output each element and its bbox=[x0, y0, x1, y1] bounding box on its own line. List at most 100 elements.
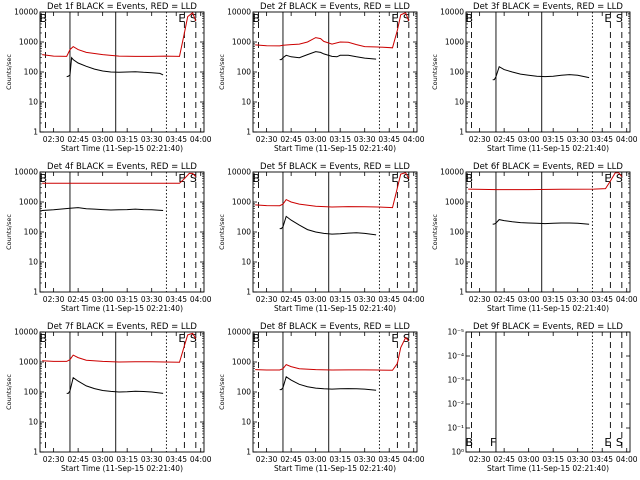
marker-label: S bbox=[616, 172, 623, 185]
x-tick-label: 04:00 bbox=[403, 135, 425, 144]
x-tick-label: 03:00 bbox=[92, 295, 114, 304]
marker-label: E bbox=[391, 12, 398, 25]
y-axis-label: Counts/sec bbox=[218, 374, 226, 410]
x-tick-label: 03:30 bbox=[354, 455, 376, 464]
x-axis-label: Start Time (11-Sep-15 02:21:40) bbox=[274, 304, 396, 313]
y-tick-label: 10⁰ bbox=[451, 448, 464, 457]
chart-title: Det 3f BLACK = Events, RED = LLD bbox=[473, 2, 623, 12]
x-tick-label: 03:15 bbox=[116, 455, 138, 464]
x-tick-label: 03:45 bbox=[378, 295, 400, 304]
x-tick-label: 03:15 bbox=[116, 135, 138, 144]
marker-label: B bbox=[39, 332, 47, 345]
chart-title: Det 7f BLACK = Events, RED = LLD bbox=[47, 322, 197, 332]
y-tick-label: 10⁻⁴ bbox=[447, 352, 464, 361]
x-tick-label: 02:45 bbox=[280, 295, 302, 304]
y-axis-label: Counts/sec bbox=[218, 214, 226, 250]
x-tick-label: 02:30 bbox=[256, 135, 278, 144]
x-tick-label: 02:30 bbox=[43, 295, 65, 304]
plot-frame bbox=[39, 11, 205, 133]
marker-label: E bbox=[604, 12, 611, 25]
y-tick-label: 100 bbox=[237, 228, 252, 237]
y-axis-label: Counts/sec bbox=[431, 214, 439, 250]
series-line-events bbox=[66, 376, 164, 394]
x-tick-label: 03:45 bbox=[165, 295, 187, 304]
x-tick-label: 02:45 bbox=[493, 295, 515, 304]
x-tick-label: 03:15 bbox=[116, 295, 138, 304]
series-line-events bbox=[492, 65, 590, 81]
y-tick-label: 100 bbox=[237, 388, 252, 397]
x-tick-label: 03:00 bbox=[92, 135, 114, 144]
x-tick-label: 03:15 bbox=[542, 295, 564, 304]
marker-label: E bbox=[391, 172, 398, 185]
chart-title: Det 2f BLACK = Events, RED = LLD bbox=[260, 2, 410, 12]
chart-title: Det 1f BLACK = Events, RED = LLD bbox=[47, 2, 197, 12]
x-tick-label: 03:30 bbox=[354, 295, 376, 304]
y-tick-label: 10 bbox=[28, 418, 38, 427]
x-tick-label: 03:15 bbox=[329, 455, 351, 464]
x-tick-label: 03:45 bbox=[591, 295, 613, 304]
chart-panel-4: Det 4f BLACK = Events, RED = LLD 1 10 100 10… bbox=[5, 162, 212, 313]
y-tick-label: 1000 bbox=[19, 38, 38, 47]
x-tick-label: 04:00 bbox=[190, 455, 212, 464]
plot-frame bbox=[465, 331, 631, 453]
x-tick-label: 04:00 bbox=[616, 295, 638, 304]
x-tick-label: 02:30 bbox=[469, 295, 491, 304]
x-axis-label: Start Time (11-Sep-15 02:21:40) bbox=[487, 144, 609, 153]
x-tick-label: 03:45 bbox=[165, 135, 187, 144]
y-tick-label: 1000 bbox=[232, 358, 251, 367]
marker-label: B bbox=[465, 436, 473, 449]
marker-label: B bbox=[39, 172, 47, 185]
y-tick-label: 100 bbox=[24, 228, 39, 237]
y-tick-label: 1 bbox=[246, 288, 251, 297]
x-tick-label: 04:00 bbox=[616, 135, 638, 144]
y-tick-label: 1000 bbox=[232, 198, 251, 207]
x-tick-label: 03:30 bbox=[354, 135, 376, 144]
series-line-lld bbox=[255, 336, 410, 371]
y-tick-label: 10⁻¹ bbox=[447, 424, 464, 433]
series-line-lld bbox=[255, 172, 410, 209]
x-axis-label: Start Time (11-Sep-15 02:21:40) bbox=[61, 464, 183, 473]
y-tick-label: 1000 bbox=[232, 38, 251, 47]
x-tick-label: 03:15 bbox=[542, 455, 564, 464]
y-tick-label: 10000 bbox=[440, 168, 464, 177]
marker-label: B bbox=[465, 172, 473, 185]
y-tick-label: 100 bbox=[450, 68, 465, 77]
x-tick-label: 02:45 bbox=[67, 295, 89, 304]
chart-panel-7: Det 7f BLACK = Events, RED = LLD 1 10 100 10… bbox=[5, 322, 212, 473]
marker-label: B bbox=[252, 332, 260, 345]
x-tick-label: 03:00 bbox=[518, 135, 540, 144]
marker-label: E bbox=[178, 12, 185, 25]
y-tick-label: 1000 bbox=[445, 38, 464, 47]
plot-frame bbox=[252, 331, 418, 453]
y-tick-label: 1 bbox=[33, 288, 38, 297]
x-tick-label: 04:00 bbox=[616, 455, 638, 464]
y-tick-label: 10000 bbox=[14, 168, 38, 177]
y-tick-label: 1000 bbox=[19, 198, 38, 207]
y-tick-label: 1000 bbox=[445, 198, 464, 207]
x-tick-label: 03:30 bbox=[141, 455, 163, 464]
x-tick-label: 03:45 bbox=[378, 455, 400, 464]
x-axis-label: Start Time (11-Sep-15 02:21:40) bbox=[61, 304, 183, 313]
y-tick-label: 10 bbox=[241, 98, 251, 107]
x-tick-label: 02:45 bbox=[493, 135, 515, 144]
x-tick-label: 02:30 bbox=[469, 135, 491, 144]
marker-label: E bbox=[391, 332, 398, 345]
x-tick-label: 02:45 bbox=[67, 135, 89, 144]
x-tick-label: 04:00 bbox=[403, 295, 425, 304]
plot-frame bbox=[465, 11, 631, 133]
marker-label: S bbox=[403, 12, 410, 25]
y-tick-label: 10⁻⁵ bbox=[447, 328, 464, 337]
marker-label: S bbox=[616, 12, 623, 25]
x-tick-label: 03:00 bbox=[305, 295, 327, 304]
y-tick-label: 10 bbox=[241, 258, 251, 267]
plot-frame bbox=[39, 171, 205, 293]
plot-frame bbox=[252, 11, 418, 133]
chart-title: Det 5f BLACK = Events, RED = LLD bbox=[260, 162, 410, 172]
x-tick-label: 02:30 bbox=[256, 295, 278, 304]
x-tick-label: 02:45 bbox=[280, 135, 302, 144]
y-tick-label: 1 bbox=[33, 448, 38, 457]
x-tick-label: 03:15 bbox=[329, 295, 351, 304]
x-tick-label: 03:30 bbox=[567, 135, 589, 144]
y-tick-label: 1 bbox=[459, 128, 464, 137]
